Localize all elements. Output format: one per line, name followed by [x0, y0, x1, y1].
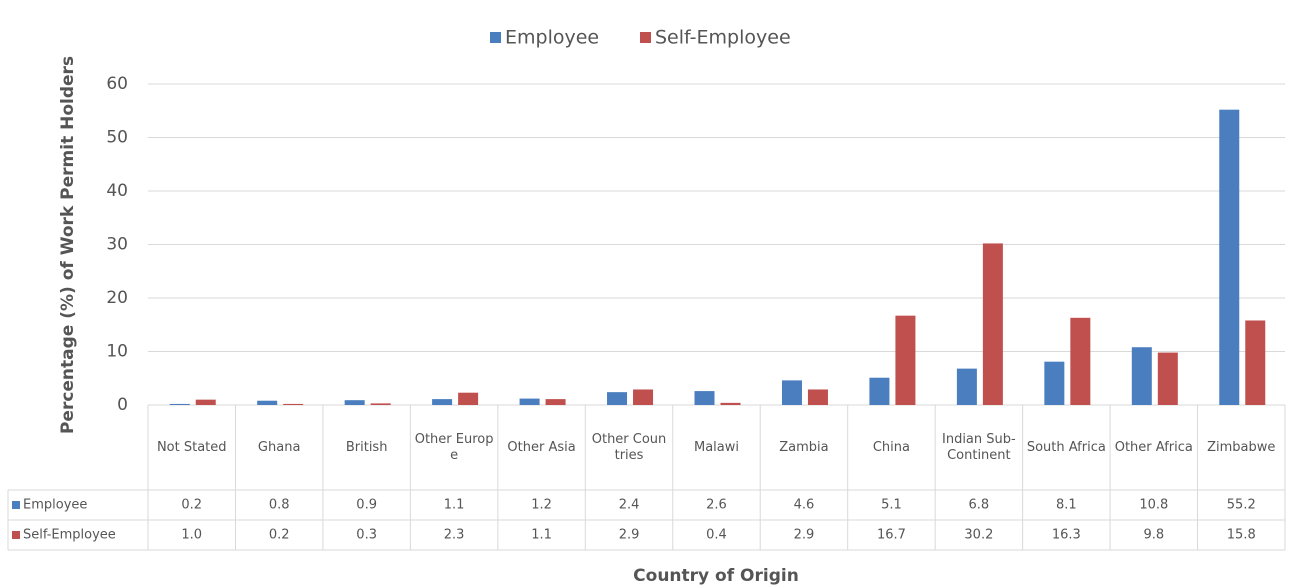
table-value: 0.9: [356, 498, 377, 513]
table-value: 2.6: [706, 498, 727, 513]
table-value: 4.6: [794, 498, 815, 513]
table-value: 2.4: [619, 498, 640, 513]
bar: [1070, 317, 1091, 405]
y-tick-label: 0: [117, 395, 128, 415]
x-tick-label-box: Other Asia: [507, 440, 576, 455]
bar: [1157, 352, 1178, 405]
legend-label: Self-Employee: [655, 27, 791, 49]
x-tick-label: Other Countries: [591, 432, 667, 463]
x-tick-label-box: Zambia: [779, 440, 829, 455]
x-tick-label: Indian Sub-Continent: [942, 432, 1016, 463]
y-tick-label: 30: [106, 235, 128, 255]
bar: [982, 243, 1003, 405]
table-value: 55.2: [1227, 498, 1256, 513]
bar: [432, 399, 453, 405]
legend-swatch: [490, 32, 501, 43]
y-axis-title: Percentage (%) of Work Permit Holders: [58, 56, 78, 434]
table-value: 9.8: [1143, 528, 1164, 543]
table-value: 2.3: [444, 528, 465, 543]
legend-key: [12, 501, 20, 509]
x-tick-label-box: Other Africa: [1114, 440, 1193, 455]
table-value: 1.2: [531, 498, 552, 513]
y-tick-label: 50: [106, 128, 128, 148]
bar: [956, 368, 977, 405]
bar: [519, 398, 540, 405]
table-value: 10.8: [1139, 498, 1168, 513]
bar: [807, 389, 828, 405]
table-value: 2.9: [619, 528, 640, 543]
row-header: Self-Employee: [23, 528, 116, 543]
table-value: 1.0: [181, 528, 202, 543]
legend-key: [12, 531, 20, 539]
table-value: 2.9: [794, 528, 815, 543]
x-tick-label-box: Zimbabwe: [1207, 440, 1276, 455]
table-value: 8.1: [1056, 498, 1077, 513]
x-tick-label: Ghana: [257, 440, 301, 455]
x-tick-label: Other Africa: [1114, 440, 1193, 455]
x-tick-label-box: Malawi: [693, 440, 739, 455]
x-axis-title: Country of Origin: [633, 566, 799, 586]
table-value: 0.2: [181, 498, 202, 513]
legend-label: Employee: [505, 27, 599, 49]
x-tick-label: South Africa: [1026, 440, 1106, 455]
x-tick-label-box: Not Stated: [156, 440, 227, 455]
table-value: 6.8: [969, 498, 990, 513]
x-tick-label: Zambia: [779, 440, 829, 455]
x-tick-label: Not Stated: [156, 440, 227, 455]
bar: [283, 403, 304, 405]
x-tick-label: Other Europe: [414, 432, 494, 463]
table-value: 0.4: [706, 528, 727, 543]
table-value: 1.1: [531, 528, 552, 543]
bar: [344, 400, 365, 405]
table-value: 30.2: [964, 528, 993, 543]
table-value: 15.8: [1227, 528, 1256, 543]
x-tick-label: Other Asia: [507, 440, 576, 455]
bar: [370, 403, 391, 405]
x-tick-label-box: Other Europe: [414, 432, 494, 463]
bar: [633, 389, 654, 405]
y-tick-label: 60: [106, 74, 128, 94]
bar: [195, 399, 216, 405]
table-value: 16.3: [1052, 528, 1081, 543]
table-value: 0.8: [269, 498, 290, 513]
table-value: 0.2: [269, 528, 290, 543]
y-tick-label: 20: [106, 288, 128, 308]
x-tick-label-box: Ghana: [257, 440, 301, 455]
table-value: 16.7: [877, 528, 906, 543]
x-tick-label-box: Indian Sub-Continent: [942, 432, 1016, 463]
x-tick-label: Zimbabwe: [1207, 440, 1276, 455]
bar: [1131, 347, 1152, 405]
bar: [1044, 361, 1065, 405]
bar: [458, 392, 479, 405]
bar: [545, 399, 566, 405]
x-tick-label-box: British: [345, 440, 388, 455]
y-tick-label: 10: [106, 342, 128, 362]
bar: [607, 392, 628, 405]
legend-swatch: [640, 32, 651, 43]
bar: [1245, 320, 1266, 405]
x-tick-label-box: South Africa: [1026, 440, 1106, 455]
bar: [869, 377, 890, 405]
x-tick-label: British: [345, 440, 388, 455]
bar: [720, 402, 741, 405]
table-value: 1.1: [444, 498, 465, 513]
bar: [1219, 109, 1240, 406]
bar: [781, 380, 802, 405]
row-header: Employee: [23, 498, 87, 513]
x-tick-label: China: [872, 440, 910, 455]
x-tick-label: Malawi: [693, 440, 739, 455]
table-value: 5.1: [881, 498, 902, 513]
bar: [169, 403, 190, 405]
x-tick-label-box: Other Countries: [591, 432, 667, 463]
x-tick-label-box: China: [872, 440, 910, 455]
bar: [895, 315, 916, 405]
table-value: 0.3: [356, 528, 377, 543]
bar: [257, 400, 278, 405]
bar: [694, 391, 715, 405]
y-tick-label: 40: [106, 181, 128, 201]
